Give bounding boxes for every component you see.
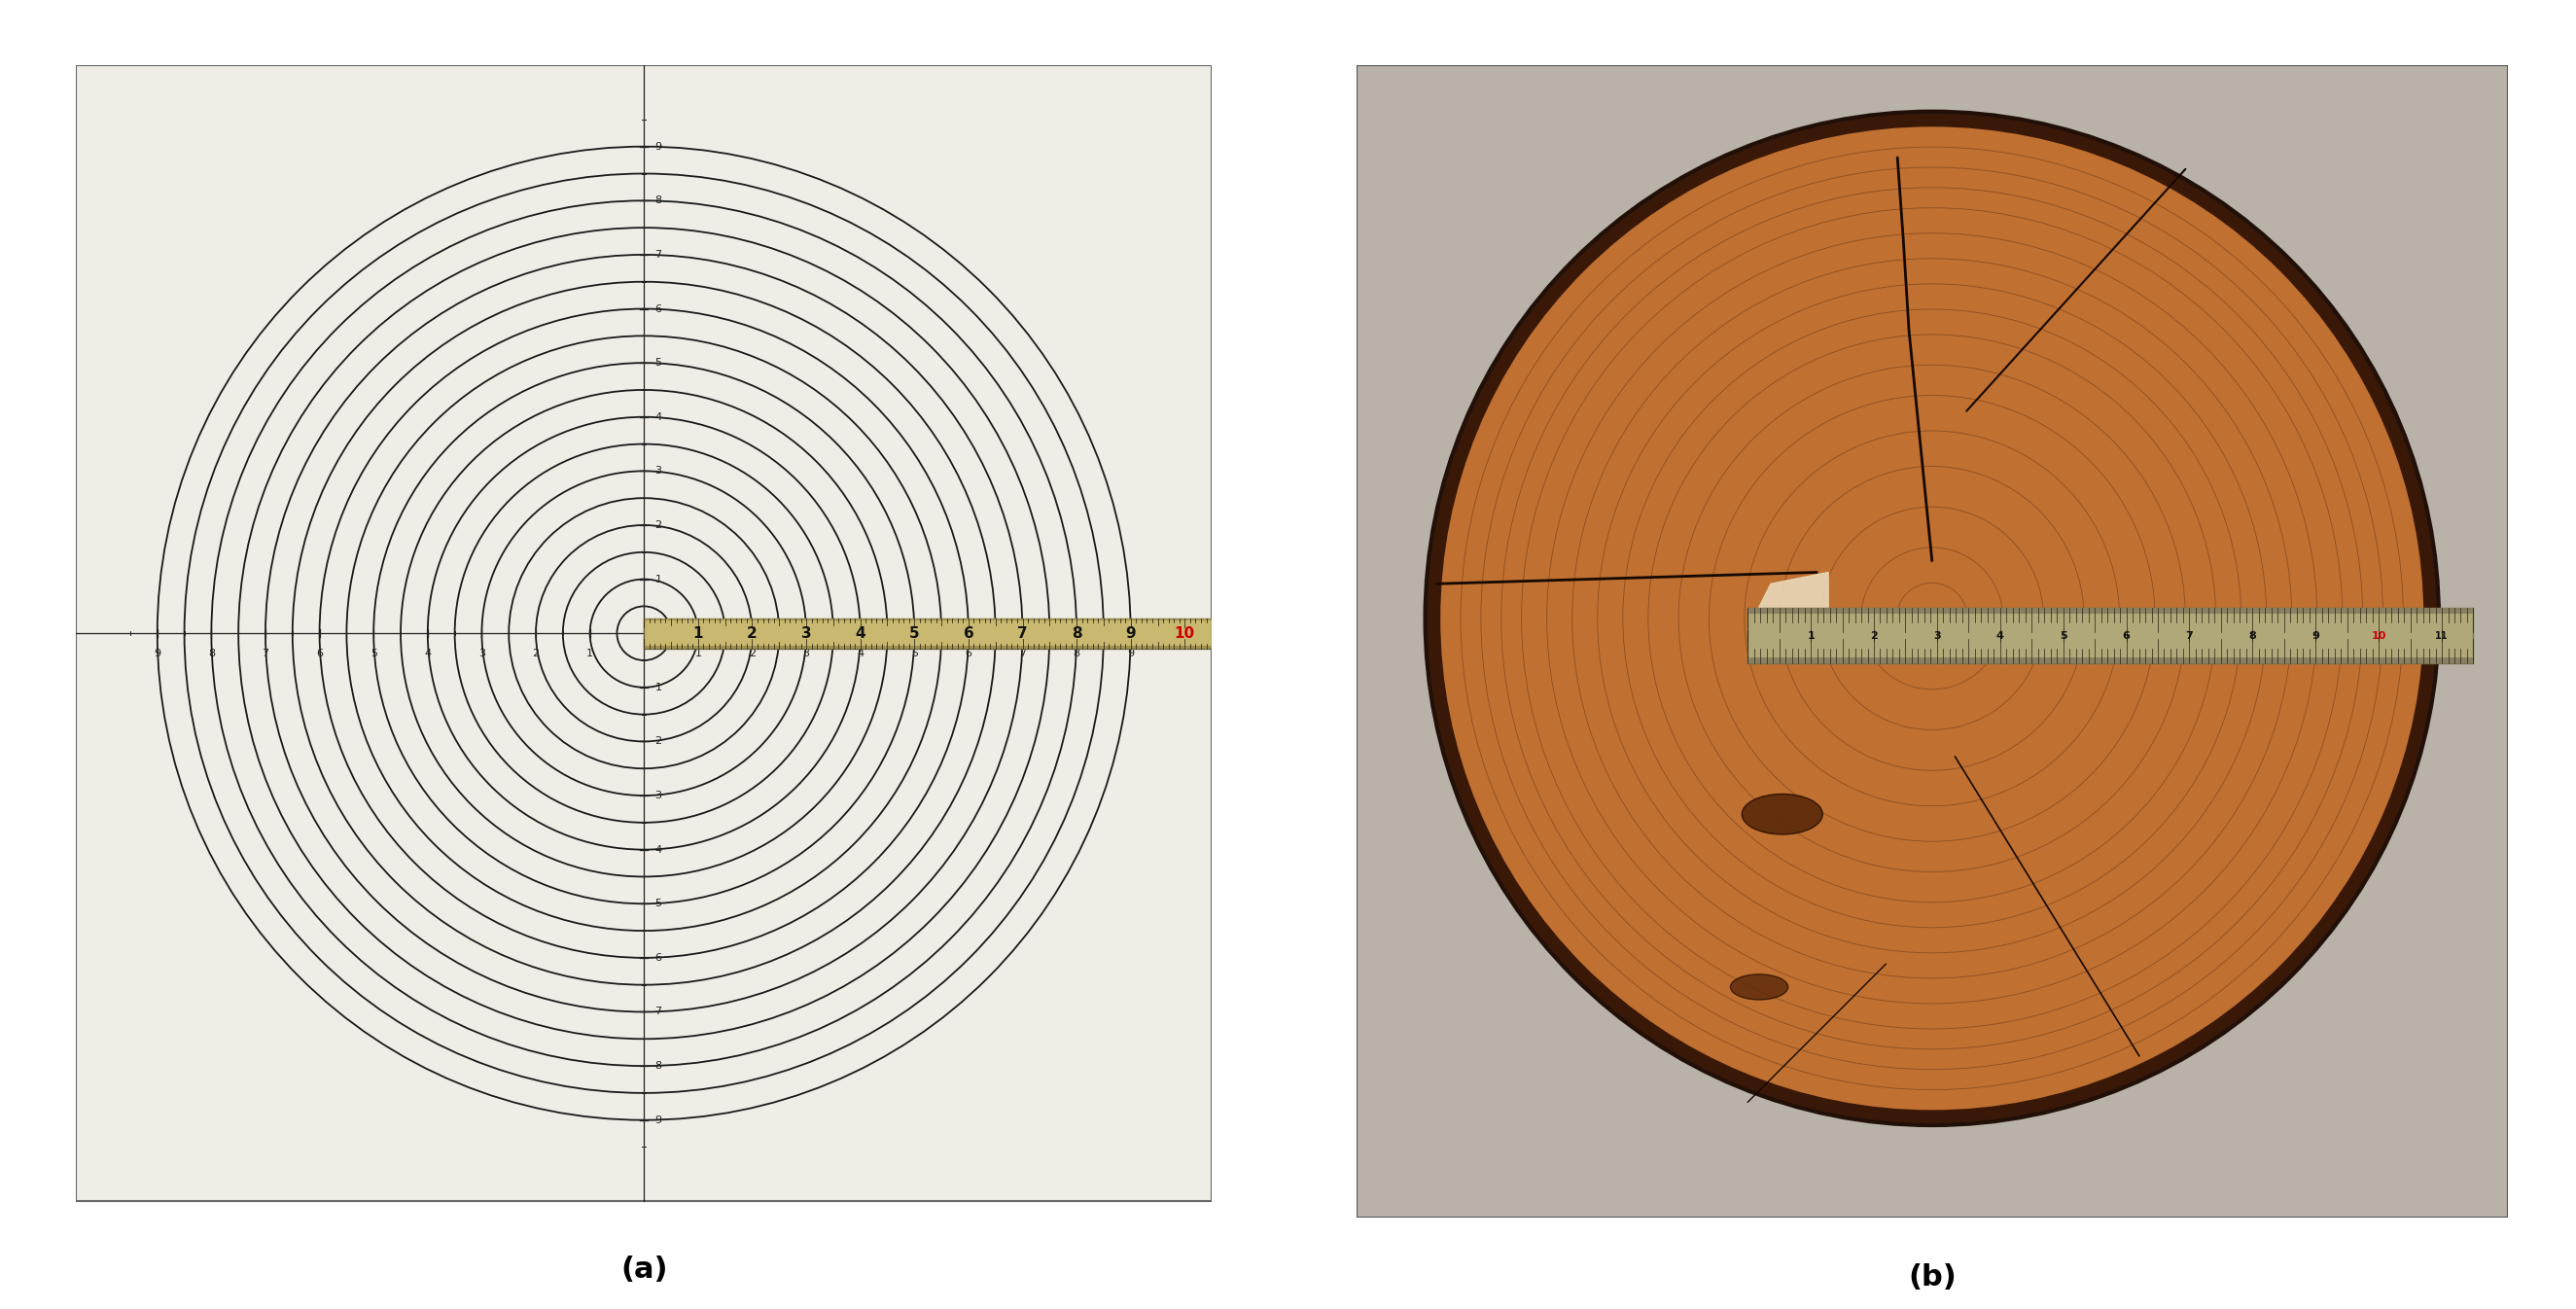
Bar — [644, 645, 1211, 648]
Text: 11: 11 — [2434, 631, 2447, 640]
Text: 1: 1 — [587, 648, 592, 658]
Text: 9: 9 — [155, 648, 160, 658]
Text: 6: 6 — [654, 953, 662, 962]
Text: 9: 9 — [1128, 648, 1133, 658]
Ellipse shape — [1741, 795, 1824, 834]
Text: 1: 1 — [693, 626, 703, 640]
Circle shape — [1680, 365, 2184, 872]
Circle shape — [1546, 233, 2318, 1004]
Text: 6: 6 — [966, 648, 971, 658]
Bar — [644, 618, 1211, 620]
Text: 3: 3 — [654, 791, 662, 800]
Text: 7: 7 — [2184, 631, 2192, 640]
Text: (a): (a) — [621, 1255, 667, 1283]
Text: 4: 4 — [858, 648, 863, 658]
Text: 4: 4 — [654, 412, 662, 421]
Text: 6: 6 — [963, 626, 974, 640]
Text: 7: 7 — [654, 250, 662, 259]
Text: 8: 8 — [2249, 631, 2257, 640]
Text: 3: 3 — [479, 648, 484, 658]
Polygon shape — [1747, 572, 1829, 653]
Circle shape — [1425, 111, 2439, 1126]
Text: 4: 4 — [1996, 631, 2004, 640]
Text: 6: 6 — [317, 648, 322, 658]
Text: 7: 7 — [1020, 648, 1025, 658]
Text: 10: 10 — [1175, 626, 1195, 640]
Text: 4: 4 — [425, 648, 430, 658]
Text: 2: 2 — [654, 737, 662, 746]
Text: 5: 5 — [654, 359, 662, 368]
Circle shape — [1821, 507, 2043, 730]
Circle shape — [1440, 127, 2424, 1110]
Circle shape — [1461, 147, 2403, 1089]
Text: 6: 6 — [2123, 631, 2130, 640]
Text: 4: 4 — [654, 844, 662, 855]
Text: 5: 5 — [654, 899, 662, 908]
Text: 8: 8 — [1074, 648, 1079, 658]
Text: 3: 3 — [801, 626, 811, 640]
Text: 2: 2 — [1870, 631, 1878, 640]
Circle shape — [1502, 187, 2362, 1050]
Circle shape — [1708, 395, 2156, 842]
Text: 8: 8 — [654, 196, 662, 206]
Text: 7: 7 — [263, 648, 268, 658]
Text: 1: 1 — [696, 648, 701, 658]
Circle shape — [1911, 598, 1953, 639]
Text: 3: 3 — [804, 648, 809, 658]
Circle shape — [1597, 284, 2267, 953]
Text: 1: 1 — [654, 682, 662, 692]
Text: 8: 8 — [654, 1062, 662, 1071]
Text: 2: 2 — [533, 648, 538, 658]
Bar — [1747, 657, 2473, 664]
Bar — [644, 618, 1211, 648]
Text: 5: 5 — [2058, 631, 2066, 640]
Text: 8: 8 — [1072, 626, 1082, 640]
Circle shape — [1744, 431, 2120, 806]
Text: 9: 9 — [654, 141, 662, 152]
Text: 3: 3 — [654, 466, 662, 476]
Text: 1: 1 — [654, 575, 662, 584]
Text: 9: 9 — [654, 1115, 662, 1124]
Text: 1: 1 — [1806, 631, 1814, 640]
Text: 6: 6 — [654, 304, 662, 314]
Text: 3: 3 — [1935, 631, 1940, 640]
Text: 2: 2 — [750, 648, 755, 658]
Circle shape — [1571, 258, 2293, 978]
Text: 7: 7 — [1018, 626, 1028, 640]
Bar — [1747, 607, 2473, 664]
Circle shape — [1623, 309, 2241, 928]
Text: 8: 8 — [209, 648, 214, 658]
Circle shape — [1896, 583, 1968, 654]
Text: 5: 5 — [371, 648, 376, 658]
Ellipse shape — [1731, 974, 1788, 1000]
Text: 7: 7 — [654, 1007, 662, 1017]
Circle shape — [1481, 168, 2383, 1069]
Text: (b): (b) — [1909, 1263, 1955, 1292]
Circle shape — [1649, 335, 2215, 902]
Circle shape — [1522, 208, 2342, 1029]
Circle shape — [1440, 127, 2424, 1110]
Text: 10: 10 — [2372, 631, 2385, 640]
Text: 5: 5 — [912, 648, 917, 658]
Text: 9: 9 — [2311, 631, 2318, 640]
Text: 4: 4 — [855, 626, 866, 640]
Text: 2: 2 — [747, 626, 757, 640]
Text: 9: 9 — [1126, 626, 1136, 640]
Text: 5: 5 — [909, 626, 920, 640]
Circle shape — [1780, 466, 2084, 771]
Circle shape — [1860, 547, 2004, 690]
Text: 2: 2 — [654, 520, 662, 530]
Bar — [1747, 607, 2473, 614]
